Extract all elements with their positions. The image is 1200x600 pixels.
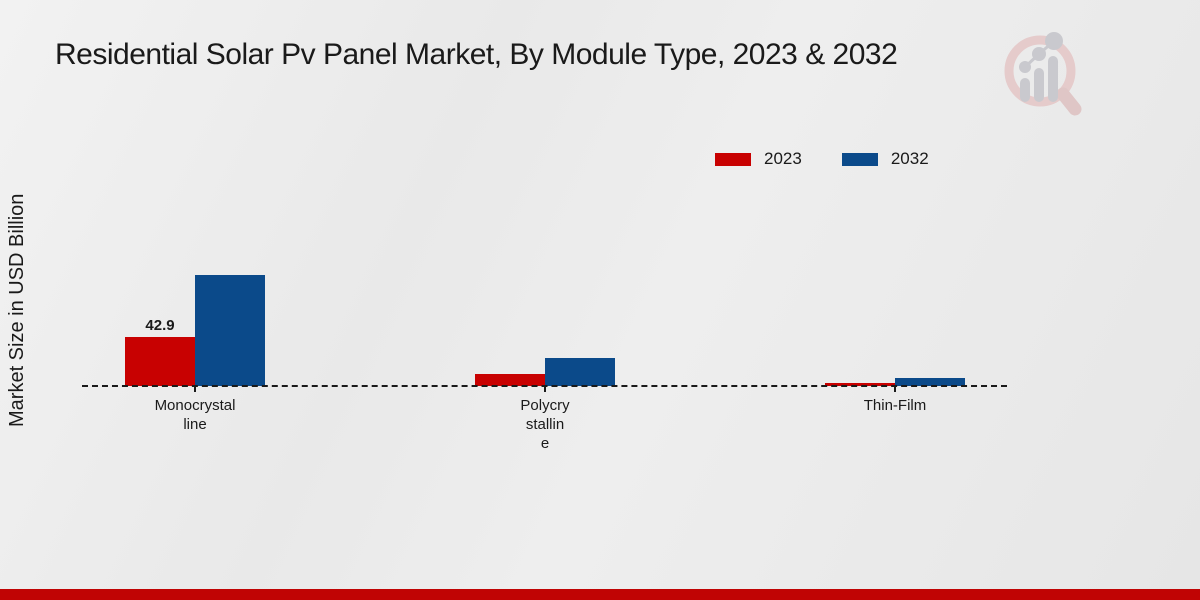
legend-swatch-2023	[715, 152, 751, 166]
legend: 2023 2032	[715, 149, 929, 169]
bar-value-label: 42.9	[145, 317, 175, 334]
legend-swatch-2032	[841, 152, 878, 166]
x-axis-baseline	[82, 385, 1007, 387]
legend-label-2032: 2032	[890, 149, 929, 168]
legend-item-2023: 2023	[715, 149, 802, 169]
legend-label-2023: 2023	[764, 149, 802, 168]
y-axis-label: Market Size in USD Billion	[6, 193, 28, 427]
axis-tick-monocrystalline	[194, 387, 196, 392]
chart-title: Residential Solar Pv Panel Market, By Mo…	[55, 38, 898, 71]
category-label-thin-film: Thin-Film	[863, 397, 927, 414]
axis-tick-polycrystalline	[544, 387, 546, 392]
axis-tick-thin-film	[894, 387, 896, 392]
category-label-polycrystalline: Polycry stallin e	[520, 397, 570, 452]
bar-2032-polycrystalline	[545, 358, 615, 386]
bar-2023-monocrystalline	[125, 337, 195, 386]
footer-accent-bar	[0, 589, 1200, 600]
category-label-monocrystalline: Monocrystal line	[154, 397, 236, 433]
bar-2032-thin-film	[895, 378, 965, 386]
analytics-logo-icon	[1004, 32, 1082, 116]
bar-2032-monocrystalline	[195, 275, 265, 386]
bar-2023-polycrystalline	[475, 374, 545, 386]
bar-2023-thin-film	[825, 383, 895, 386]
legend-item-2032: 2032	[841, 149, 929, 169]
